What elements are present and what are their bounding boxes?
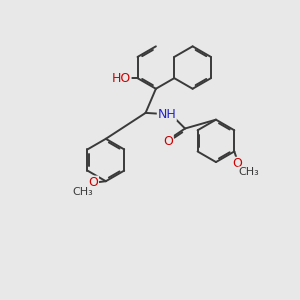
Text: O: O <box>88 176 98 189</box>
Text: O: O <box>232 157 242 170</box>
Text: O: O <box>163 135 173 148</box>
Text: CH₃: CH₃ <box>72 187 93 196</box>
Text: NH: NH <box>158 108 176 121</box>
Text: HO: HO <box>112 72 131 85</box>
Text: CH₃: CH₃ <box>238 167 259 177</box>
